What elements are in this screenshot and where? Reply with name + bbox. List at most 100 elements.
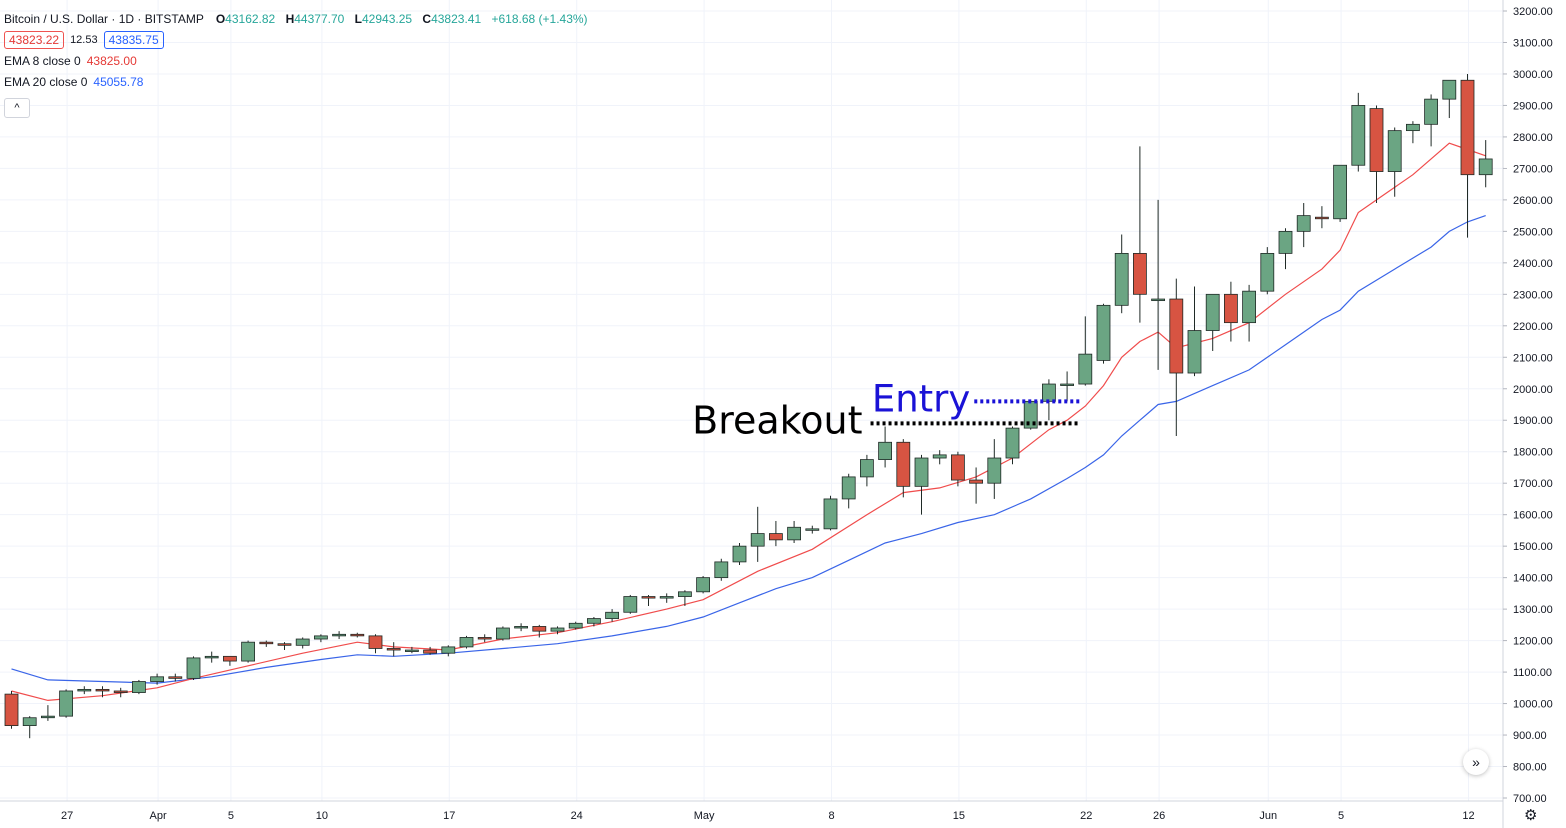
candle-body (186, 657, 201, 679)
candle (678, 590, 692, 606)
candle (1096, 303, 1111, 364)
candle-body (514, 626, 528, 629)
buy-price-button[interactable]: 43835.75 (103, 30, 164, 49)
candle-body (1151, 298, 1165, 302)
legend-symbol-row: Bitcoin / U.S. Dollar · 1D · BITSTAMP O4… (4, 8, 595, 29)
candle-body (1205, 293, 1220, 331)
candle (568, 621, 583, 630)
candle (222, 655, 237, 666)
candle-body (77, 688, 92, 692)
candle (914, 454, 929, 515)
time-tick-label: 26 (1153, 810, 1165, 822)
price-tick-label: 1600.00 (1513, 510, 1553, 522)
candle-body (987, 457, 1002, 484)
candle (95, 686, 110, 698)
candle (1242, 284, 1256, 342)
candle-body (113, 690, 128, 693)
candle (1114, 234, 1129, 314)
candle-body (532, 626, 547, 632)
time-axis[interactable]: 27 Apr 5 10 17 24 May 8 15 22 26 Jun 5 12 (0, 800, 1503, 822)
candle-body (350, 633, 365, 637)
time-tick-label: May (694, 810, 715, 822)
candle (532, 624, 547, 638)
candle (769, 520, 783, 547)
candle (477, 634, 492, 643)
candle-body (295, 638, 310, 646)
price-tick-label: 1400.00 (1513, 573, 1553, 585)
price-tick-label: 1200.00 (1513, 636, 1553, 648)
candle-body (477, 637, 492, 640)
symbol-name[interactable]: Bitcoin / U.S. Dollar · 1D · BITSTAMP (4, 11, 204, 26)
candle-body (750, 533, 765, 547)
candle-body (1224, 293, 1238, 324)
legend: Bitcoin / U.S. Dollar · 1D · BITSTAMP O4… (4, 8, 595, 92)
settings-button[interactable]: ⚙ (1524, 806, 1537, 824)
candle-body (1042, 383, 1056, 402)
legend-ema20-row[interactable]: EMA 20 close 0 45055.78 (4, 71, 595, 92)
candle (805, 525, 820, 534)
ema20-line (11, 215, 1486, 684)
time-tick-label: 8 (828, 810, 834, 822)
candle (1023, 400, 1038, 430)
ema8-label: EMA 8 close 0 (4, 53, 81, 68)
legend-trade-row: 43823.22 12.53 43835.75 (4, 29, 595, 50)
price-axis[interactable]: 700.00 800.00 900.00 1000.00 1100.00 1200.00 1… (1502, 0, 1566, 828)
candle (1151, 199, 1165, 370)
sell-price-button[interactable]: 43823.22 (4, 30, 65, 49)
candle-body (605, 611, 619, 619)
candle-body (860, 459, 874, 478)
candle-body (313, 635, 328, 640)
candle-body (495, 627, 510, 640)
candle-body (932, 454, 947, 459)
candle (732, 543, 747, 566)
candle (641, 594, 656, 606)
candle (241, 640, 256, 663)
candle (1387, 127, 1402, 197)
candle-body (550, 627, 565, 632)
price-tick-label: 1100.00 (1513, 667, 1552, 679)
scroll-to-realtime-button[interactable]: » (1463, 749, 1489, 775)
candle-body (1060, 383, 1074, 386)
candle-body (423, 649, 438, 654)
candle-body (1005, 427, 1020, 459)
price-tick-label: 2000.00 (1513, 384, 1553, 396)
candle (696, 576, 710, 594)
candle-body (878, 441, 892, 460)
candle-body (1478, 158, 1493, 176)
candle-body (259, 641, 274, 645)
grid (0, 0, 1503, 801)
candle (1224, 281, 1238, 342)
candle (514, 623, 528, 632)
candle (259, 640, 274, 647)
candle (1205, 293, 1220, 351)
ema8-value: 43825.00 (86, 53, 137, 68)
spread-value: 12.53 (70, 33, 98, 46)
candle (1005, 426, 1020, 465)
candle-body (1114, 252, 1129, 306)
candle-body (1078, 353, 1093, 385)
candle (168, 673, 183, 682)
high-value: 44377.70 (294, 11, 345, 26)
candle-body (131, 681, 146, 693)
ema20-value: 45055.78 (93, 74, 144, 89)
candle-body (1133, 252, 1147, 295)
price-tick-label: 1700.00 (1513, 478, 1553, 490)
close-value: 43823.41 (431, 11, 482, 26)
price-axis-bg (1503, 0, 1566, 828)
legend-ema8-row[interactable]: EMA 8 close 0 43825.00 (4, 50, 595, 71)
candle (841, 473, 856, 509)
time-tick-label: 5 (1338, 810, 1344, 822)
candle-body (805, 528, 820, 531)
candle (41, 705, 55, 721)
candle (1460, 73, 1475, 238)
price-tick-label: 3000.00 (1513, 69, 1553, 81)
candle (1278, 228, 1293, 270)
candle (623, 594, 638, 614)
collapse-legend-button[interactable]: ^ (4, 98, 30, 118)
candle (150, 673, 165, 685)
price-tick-label: 3100.00 (1513, 37, 1553, 49)
candle-body (1260, 252, 1275, 292)
price-tick-label: 2600.00 (1513, 195, 1553, 207)
